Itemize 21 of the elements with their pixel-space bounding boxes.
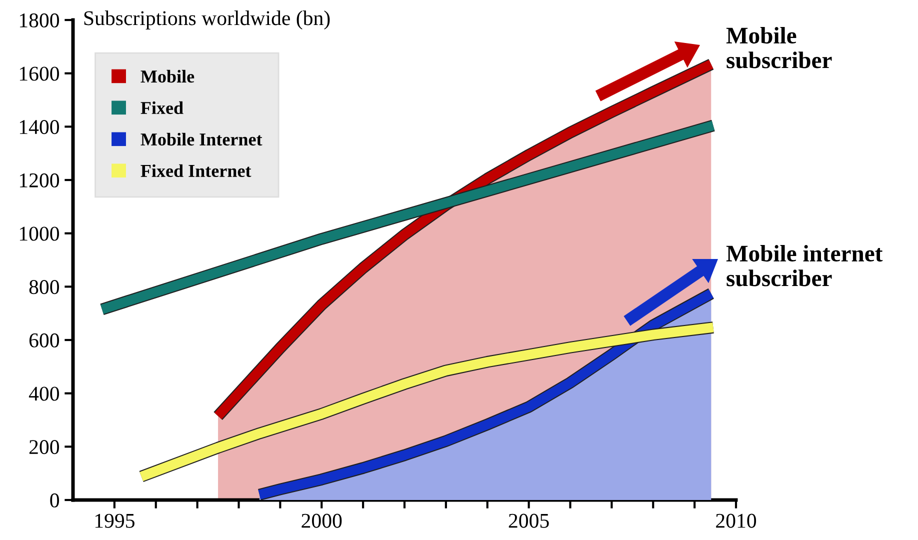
annotation: Mobile subscriber bbox=[726, 26, 832, 68]
annotation: Mobile internet subscriber bbox=[726, 244, 883, 286]
y-tick-label: 1200 bbox=[20, 173, 60, 188]
legend-label: Fixed bbox=[140, 101, 184, 114]
y-tick-label: 600 bbox=[29, 333, 60, 348]
x-tick-label: 2000 bbox=[302, 514, 342, 528]
y-tick-label: 400 bbox=[28, 386, 60, 401]
legend-label: Mobile Internet bbox=[140, 132, 262, 146]
x-tick-label: 2005 bbox=[508, 514, 549, 528]
y-tick-label: 1400 bbox=[20, 120, 60, 134]
y-axis-title: Subscriptions worldwide (bn) bbox=[84, 10, 330, 30]
legend-label: Fixed Internet bbox=[140, 164, 252, 178]
y-tick-label: 0 bbox=[50, 493, 60, 508]
legend-label: Mobile bbox=[140, 70, 194, 83]
x-tick-label: 1995 bbox=[95, 514, 134, 528]
y-tick-label: 1000 bbox=[20, 226, 60, 241]
y-tick-label: 200 bbox=[29, 440, 60, 454]
y-tick-label: 800 bbox=[29, 280, 60, 294]
x-tick-label: 2010 bbox=[716, 514, 756, 528]
y-tick-label: 1600 bbox=[20, 66, 60, 81]
y-tick-label: 1800 bbox=[20, 13, 60, 28]
